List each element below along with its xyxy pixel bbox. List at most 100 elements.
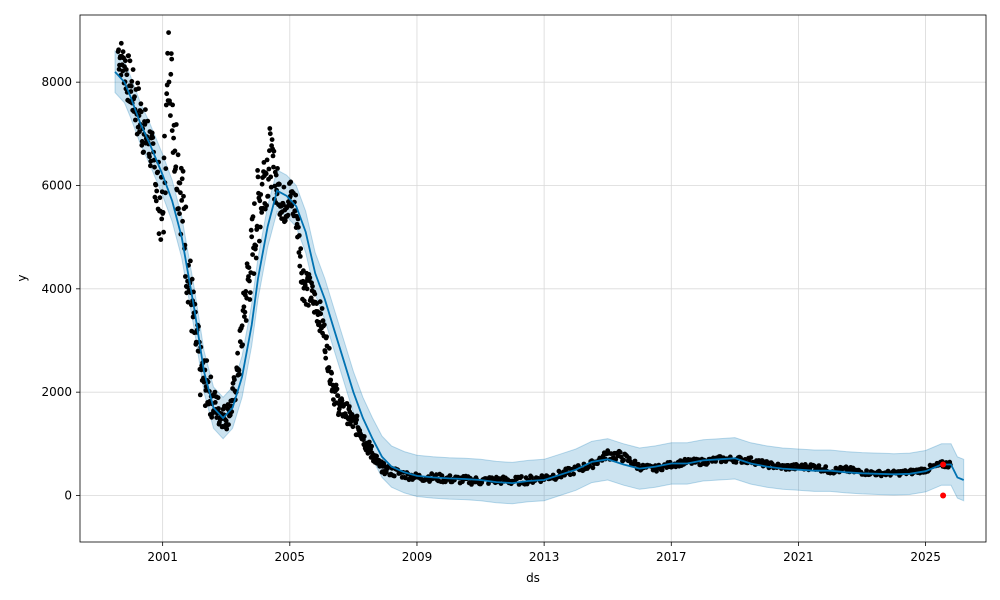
observed-point bbox=[263, 171, 269, 177]
observed-point bbox=[265, 193, 271, 199]
observed-point bbox=[208, 374, 214, 380]
observed-point bbox=[172, 148, 178, 154]
observed-point bbox=[246, 265, 252, 270]
observed-point bbox=[247, 278, 252, 284]
observed-point bbox=[166, 30, 172, 35]
observed-point bbox=[748, 455, 754, 460]
observed-point bbox=[310, 283, 315, 289]
observed-point bbox=[361, 434, 367, 439]
observed-point bbox=[268, 174, 274, 180]
observed-point bbox=[439, 473, 445, 478]
uncertainty-interval bbox=[114, 49, 965, 505]
observed-point bbox=[155, 169, 161, 175]
observed-point bbox=[177, 180, 183, 186]
observed-point bbox=[129, 79, 135, 84]
observed-point bbox=[178, 190, 183, 196]
observed-point bbox=[258, 192, 264, 197]
observed-point bbox=[185, 299, 191, 305]
observed-point bbox=[326, 345, 332, 351]
observed-point bbox=[269, 137, 275, 143]
observed-point bbox=[334, 386, 340, 392]
observed-point bbox=[235, 350, 241, 356]
plot-frame bbox=[79, 14, 987, 543]
observed-point bbox=[308, 295, 314, 301]
observed-point bbox=[216, 406, 221, 411]
observed-point bbox=[301, 268, 306, 274]
observed-point bbox=[296, 224, 301, 230]
y-axis-label: y bbox=[15, 274, 29, 281]
observed-point bbox=[137, 129, 142, 135]
observed-point bbox=[251, 271, 257, 276]
x-tick-label: 2025 bbox=[910, 550, 941, 564]
observed-point bbox=[232, 377, 237, 383]
observed-point bbox=[659, 467, 665, 473]
grid-lines bbox=[80, 15, 986, 542]
observed-point bbox=[354, 413, 360, 419]
observed-point bbox=[240, 342, 246, 348]
observed-point bbox=[823, 464, 829, 469]
observed-point bbox=[519, 474, 524, 479]
observed-point bbox=[154, 188, 160, 194]
observed-point bbox=[321, 322, 327, 328]
observed-point bbox=[277, 181, 282, 187]
observed-point bbox=[346, 404, 352, 409]
observed-point bbox=[297, 263, 303, 269]
observed-point bbox=[242, 314, 247, 319]
observed-point bbox=[214, 415, 220, 420]
observed-point bbox=[295, 216, 301, 222]
observed-point bbox=[447, 473, 453, 478]
observed-point bbox=[159, 216, 165, 222]
x-axis-label: ds bbox=[526, 571, 540, 585]
observed-point bbox=[816, 463, 822, 468]
y-tick-label: 0 bbox=[64, 489, 72, 503]
observed-point bbox=[250, 214, 256, 220]
observed-point bbox=[429, 471, 435, 477]
observed-point bbox=[326, 365, 332, 370]
observed-point bbox=[366, 439, 372, 445]
x-tick-label: 2013 bbox=[529, 550, 560, 564]
observed-point bbox=[197, 392, 203, 398]
y-tick-label: 4000 bbox=[41, 282, 72, 296]
observed-point bbox=[354, 417, 359, 423]
observed-point bbox=[335, 393, 341, 399]
observed-point bbox=[132, 94, 137, 100]
x-tick-label: 2005 bbox=[275, 550, 306, 564]
observed-point bbox=[241, 304, 247, 310]
observed-point bbox=[152, 164, 157, 170]
highlight-points bbox=[940, 461, 947, 499]
observed-point bbox=[203, 388, 209, 393]
observed-point bbox=[168, 71, 174, 77]
observed-point bbox=[331, 397, 336, 402]
y-tick-label: 8000 bbox=[41, 75, 72, 89]
observed-point bbox=[174, 187, 180, 193]
observed-point bbox=[141, 149, 147, 155]
observed-point bbox=[281, 202, 286, 208]
observed-point bbox=[153, 182, 159, 188]
observed-point bbox=[314, 301, 319, 306]
observed-point bbox=[139, 142, 145, 148]
observed-point bbox=[293, 192, 299, 198]
observed-point bbox=[273, 172, 279, 178]
highlight-point bbox=[940, 461, 947, 468]
observed-point bbox=[243, 318, 249, 323]
observed-point bbox=[171, 135, 177, 141]
observed-point bbox=[271, 164, 276, 170]
observed-point bbox=[285, 212, 291, 218]
observed-point bbox=[267, 126, 273, 131]
observed-point bbox=[123, 58, 128, 64]
x-tick-label: 2017 bbox=[656, 550, 687, 564]
observed-point bbox=[173, 164, 179, 170]
observed-point bbox=[317, 299, 323, 305]
y-axis: 0 2000 4000 6000 8000 bbox=[41, 75, 80, 503]
observed-point bbox=[259, 181, 265, 187]
observed-point bbox=[329, 370, 334, 376]
observed-point bbox=[181, 193, 186, 199]
observed-point bbox=[147, 154, 152, 160]
observed-point bbox=[322, 349, 328, 355]
observed-point bbox=[170, 102, 176, 108]
observed-point bbox=[374, 453, 379, 459]
observed-point bbox=[324, 334, 329, 340]
observed-point bbox=[336, 410, 342, 416]
forecast-line bbox=[114, 71, 965, 485]
observed-point bbox=[636, 461, 641, 467]
